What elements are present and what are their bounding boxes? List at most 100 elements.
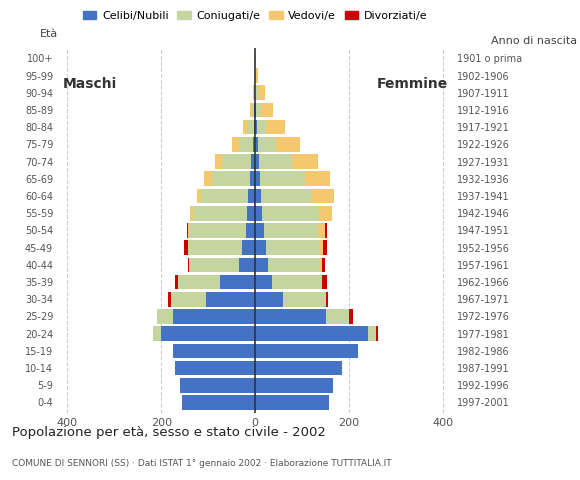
Bar bbox=[212, 171, 249, 186]
Bar bbox=[255, 326, 368, 341]
Bar bbox=[322, 275, 327, 289]
Bar bbox=[188, 223, 190, 238]
Bar bbox=[253, 85, 254, 100]
Bar bbox=[255, 275, 271, 289]
Bar bbox=[193, 206, 246, 220]
Bar bbox=[322, 257, 325, 272]
Bar bbox=[242, 240, 255, 255]
Bar bbox=[349, 309, 353, 324]
Bar bbox=[206, 292, 255, 307]
Bar bbox=[255, 257, 269, 272]
Bar bbox=[255, 344, 358, 358]
Bar bbox=[254, 85, 255, 100]
Bar bbox=[168, 292, 171, 307]
Bar bbox=[276, 137, 300, 152]
Bar bbox=[258, 137, 276, 152]
Bar bbox=[258, 85, 264, 100]
Bar bbox=[255, 309, 325, 324]
Bar bbox=[188, 257, 190, 272]
Bar bbox=[255, 240, 266, 255]
Bar bbox=[175, 361, 255, 375]
Bar bbox=[262, 206, 318, 220]
Bar bbox=[323, 240, 327, 255]
Bar bbox=[201, 189, 248, 204]
Bar bbox=[325, 223, 327, 238]
Bar bbox=[173, 344, 255, 358]
Bar bbox=[255, 378, 333, 393]
Bar bbox=[246, 206, 255, 220]
Bar bbox=[222, 154, 251, 169]
Bar bbox=[173, 309, 255, 324]
Bar bbox=[284, 292, 325, 307]
Bar bbox=[239, 257, 255, 272]
Bar bbox=[232, 137, 239, 152]
Bar bbox=[255, 120, 256, 134]
Bar bbox=[157, 309, 173, 324]
Legend: Celibi/Nubili, Coniugati/e, Vedovi/e, Divorziati/e: Celibi/Nubili, Coniugati/e, Vedovi/e, Di… bbox=[78, 6, 432, 25]
Bar bbox=[249, 103, 252, 117]
Bar bbox=[177, 275, 220, 289]
Bar bbox=[255, 292, 284, 307]
Bar bbox=[255, 103, 256, 117]
Bar bbox=[190, 206, 193, 220]
Bar bbox=[269, 257, 320, 272]
Bar bbox=[171, 292, 206, 307]
Bar bbox=[184, 240, 188, 255]
Bar bbox=[255, 223, 264, 238]
Bar bbox=[256, 103, 261, 117]
Bar bbox=[256, 68, 259, 83]
Bar bbox=[161, 326, 255, 341]
Bar bbox=[190, 223, 246, 238]
Bar bbox=[255, 395, 329, 410]
Bar bbox=[255, 85, 258, 100]
Bar bbox=[318, 223, 325, 238]
Bar bbox=[318, 206, 332, 220]
Bar bbox=[187, 223, 188, 238]
Text: Maschi: Maschi bbox=[63, 77, 117, 92]
Bar bbox=[320, 257, 322, 272]
Bar bbox=[246, 223, 255, 238]
Bar bbox=[376, 326, 378, 341]
Bar bbox=[239, 137, 253, 152]
Bar bbox=[255, 171, 260, 186]
Bar bbox=[255, 189, 261, 204]
Bar bbox=[153, 326, 161, 341]
Bar bbox=[266, 240, 320, 255]
Bar bbox=[321, 275, 322, 289]
Bar bbox=[254, 103, 255, 117]
Text: Anno di nascita: Anno di nascita bbox=[491, 36, 577, 46]
Bar bbox=[304, 171, 331, 186]
Bar bbox=[260, 171, 305, 186]
Bar bbox=[325, 309, 349, 324]
Bar bbox=[255, 154, 259, 169]
Bar bbox=[253, 137, 255, 152]
Bar bbox=[325, 292, 328, 307]
Bar bbox=[320, 240, 323, 255]
Bar bbox=[180, 378, 255, 393]
Bar bbox=[255, 206, 262, 220]
Bar bbox=[249, 171, 255, 186]
Text: Popolazione per età, sesso e stato civile - 2002: Popolazione per età, sesso e stato civil… bbox=[12, 426, 325, 439]
Bar bbox=[190, 257, 239, 272]
Text: Femmine: Femmine bbox=[376, 77, 448, 92]
Bar bbox=[251, 154, 255, 169]
Bar bbox=[261, 103, 273, 117]
Bar bbox=[368, 326, 376, 341]
Bar bbox=[259, 154, 292, 169]
Bar bbox=[183, 395, 255, 410]
Bar bbox=[256, 120, 266, 134]
Bar bbox=[204, 171, 212, 186]
Bar bbox=[243, 120, 246, 134]
Bar bbox=[255, 51, 256, 66]
Bar bbox=[248, 189, 255, 204]
Text: Età: Età bbox=[40, 29, 58, 39]
Bar bbox=[313, 189, 333, 204]
Bar bbox=[255, 361, 342, 375]
Bar bbox=[215, 154, 222, 169]
Bar bbox=[271, 275, 321, 289]
Bar bbox=[261, 189, 313, 204]
Bar bbox=[188, 240, 242, 255]
Bar bbox=[255, 68, 256, 83]
Bar bbox=[264, 223, 318, 238]
Bar bbox=[292, 154, 318, 169]
